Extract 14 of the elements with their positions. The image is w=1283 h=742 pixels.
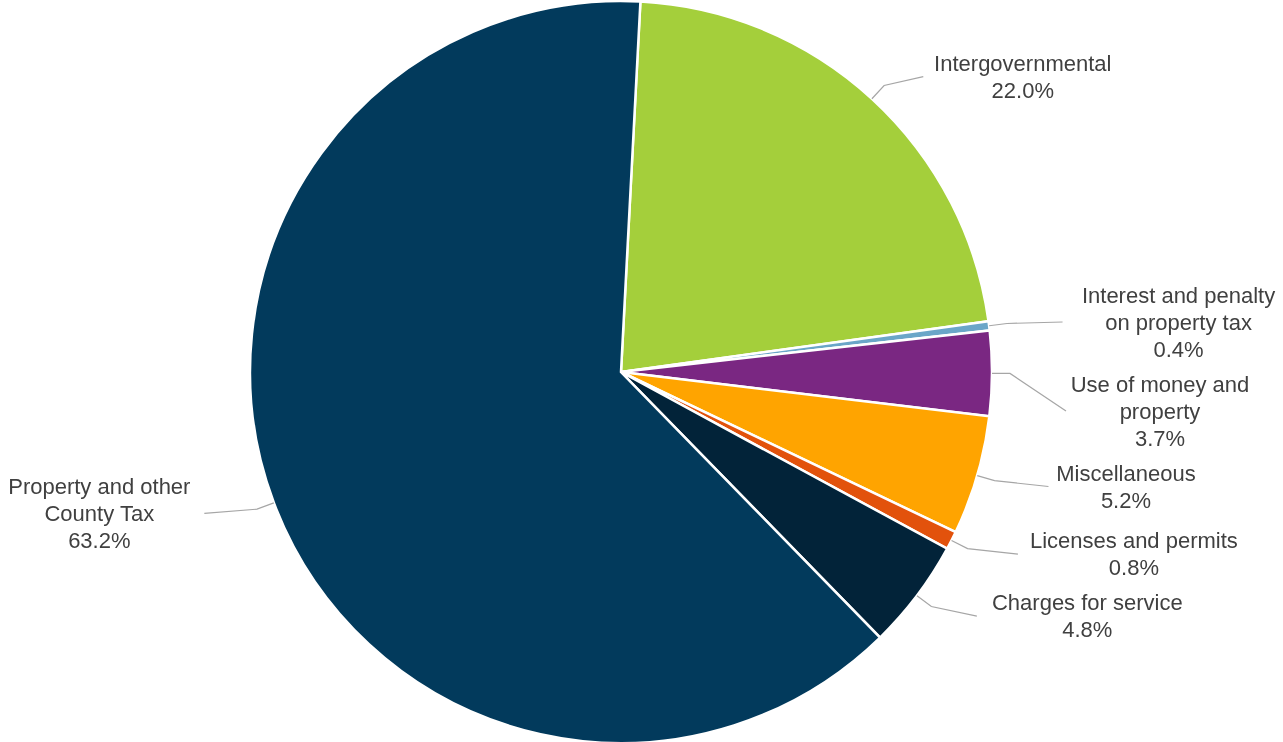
slice-label: Property and other County Tax bbox=[8, 473, 191, 526]
data-label: 0.4% bbox=[1153, 336, 1204, 362]
data-label: 0.8% bbox=[1108, 555, 1159, 581]
slice-label: Licenses and permits bbox=[1029, 528, 1238, 554]
data-label: 5.2% bbox=[1100, 487, 1152, 513]
slice-label: Miscellaneous bbox=[1056, 460, 1196, 486]
slice-label: Charges for service bbox=[991, 590, 1183, 616]
data-label: 4.8% bbox=[1062, 617, 1113, 643]
data-label: 22.0% bbox=[991, 77, 1054, 103]
data-label: 63.2% bbox=[68, 527, 131, 553]
data-label: 3.7% bbox=[1134, 425, 1186, 451]
slice-label: Intergovernmental bbox=[934, 50, 1112, 76]
slice-label: Use of money and property bbox=[1070, 371, 1250, 424]
slice-label: Interest and penalty on property tax bbox=[1081, 282, 1276, 335]
